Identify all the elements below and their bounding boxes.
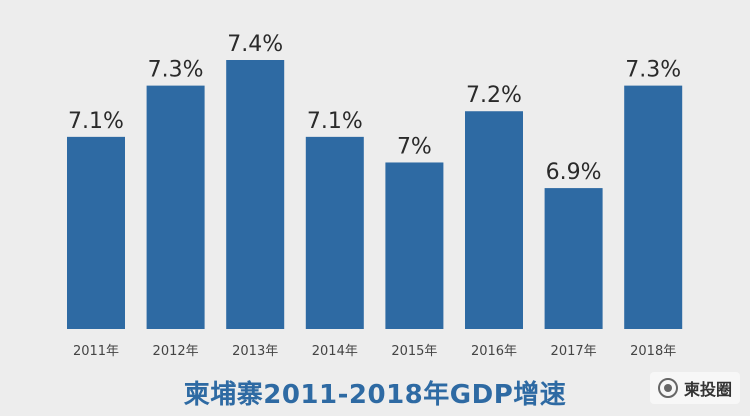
x-tick-label-2016年: 2016年 xyxy=(471,344,517,359)
chart-title: 柬埔寨2011-2018年GDP增速 xyxy=(183,380,567,410)
wechat-channel-icon xyxy=(657,378,678,398)
bar-2015年 xyxy=(385,162,444,329)
bar-2011年 xyxy=(67,136,125,329)
bar-chart: 7.1% 2011年 7.3% 2012年 7.4% 2013年 7.1% 2014年 7% 20… xyxy=(67,32,683,359)
bar-2017年 xyxy=(544,188,603,329)
data-label-2013年: 7.4% xyxy=(227,32,283,57)
data-label-2014年: 7.1% xyxy=(307,109,363,134)
data-label-2017年: 6.9% xyxy=(546,160,602,185)
bar-2013年 xyxy=(226,60,285,329)
data-label-2018年: 7.3% xyxy=(625,58,681,83)
x-tick-label-2015年: 2015年 xyxy=(391,344,437,359)
data-label-2016年: 7.2% xyxy=(466,83,522,108)
data-label-2012年: 7.3% xyxy=(148,58,204,83)
x-tick-label-2012年: 2012年 xyxy=(153,344,199,359)
bar-2014年 xyxy=(305,136,364,329)
watermark: 柬投圈 xyxy=(649,372,740,404)
x-tick-label-2014年: 2014年 xyxy=(312,344,358,359)
data-label-2011年: 7.1% xyxy=(68,109,124,134)
x-tick-label-2013年: 2013年 xyxy=(232,344,278,359)
x-tick-label-2017年: 2017年 xyxy=(551,344,597,359)
x-tick-label-2011年: 2011年 xyxy=(73,344,119,359)
x-tick-label-2018年: 2018年 xyxy=(630,344,676,359)
bar-2012年 xyxy=(146,85,205,329)
data-label-2015年: 7% xyxy=(397,134,432,159)
bar-2016年 xyxy=(465,111,523,329)
watermark-text: 柬投圈 xyxy=(683,380,732,399)
bar-2018年 xyxy=(624,85,683,329)
